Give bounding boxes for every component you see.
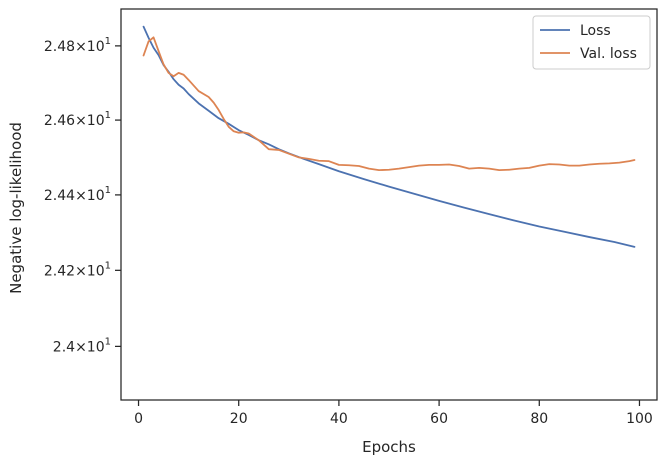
series-lines	[142, 25, 636, 248]
plot-frame	[120, 8, 658, 401]
x-axis-ticks: 0 20 40 60 80 100	[134, 400, 653, 427]
y-tick-mantissa: 2.4	[53, 339, 75, 355]
x-tick-label: 40	[330, 411, 348, 427]
y-tick-mantissa: 2.46	[44, 113, 75, 129]
y-tick-label: 2.48×101	[44, 36, 111, 55]
y-tick-times: ×	[75, 263, 87, 279]
x-tick-label: 0	[134, 411, 143, 427]
legend-label: Val. loss	[580, 46, 637, 62]
x-tick-label: 20	[230, 411, 248, 427]
y-tick-times: ×	[75, 339, 87, 355]
y-tick-base: 10	[87, 263, 105, 279]
y-axis-label: Negative log-likelihood	[7, 122, 25, 294]
y-tick-label: 2.42×101	[44, 260, 111, 279]
y-tick-times: ×	[75, 113, 87, 129]
x-axis-label: Epochs	[362, 438, 416, 456]
y-tick-times: ×	[75, 39, 87, 55]
y-tick-base: 10	[87, 188, 105, 204]
x-tick-label: 60	[430, 411, 448, 427]
y-tick-exponent: 1	[105, 36, 111, 47]
y-tick-base: 10	[87, 113, 105, 129]
y-tick-label: 2.44×101	[44, 185, 111, 204]
y-tick-base: 10	[87, 339, 105, 355]
legend: Loss Val. loss	[532, 15, 651, 70]
series-line-loss	[142, 25, 636, 248]
legend-label: Loss	[580, 23, 611, 39]
y-tick-mantissa: 2.42	[44, 263, 75, 279]
y-tick-label: 2.4×101	[53, 336, 111, 355]
y-tick-times: ×	[75, 188, 87, 204]
x-tick-label: 100	[626, 411, 653, 427]
y-tick-exponent: 1	[105, 185, 111, 196]
y-tick-exponent: 1	[105, 110, 111, 121]
series-line-val-loss	[142, 36, 636, 172]
y-tick-exponent: 1	[105, 336, 111, 347]
y-tick-mantissa: 2.48	[44, 39, 75, 55]
x-tick-label: 80	[530, 411, 548, 427]
y-tick-mantissa: 2.44	[44, 188, 75, 204]
y-tick-label: 2.46×101	[44, 110, 111, 129]
y-tick-exponent: 1	[105, 260, 111, 271]
y-tick-base: 10	[87, 39, 105, 55]
